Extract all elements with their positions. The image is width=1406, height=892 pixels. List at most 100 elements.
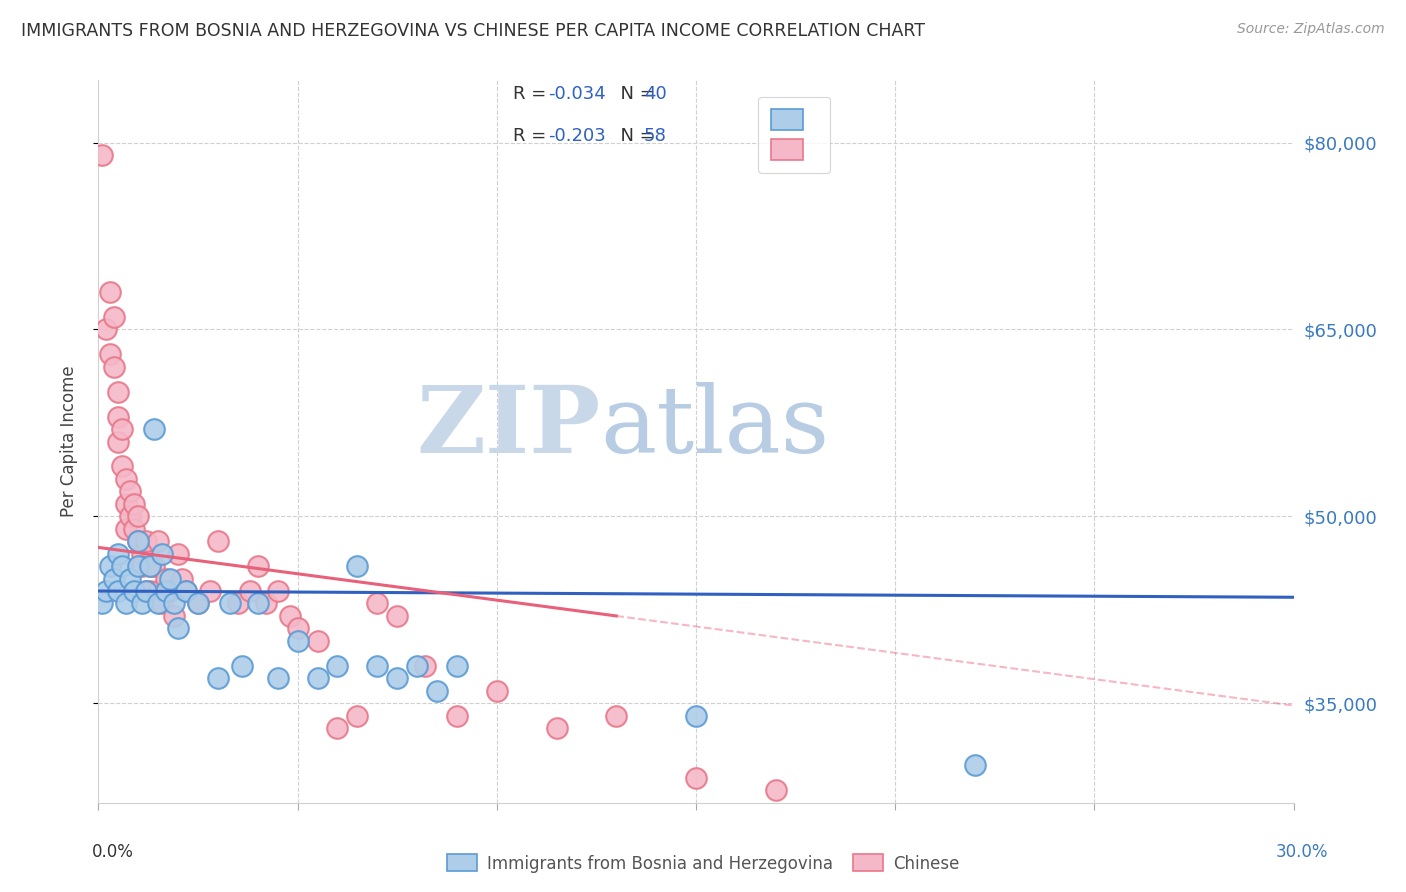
Point xyxy=(96,584,118,599)
Point xyxy=(135,534,157,549)
Point xyxy=(91,148,114,162)
Point xyxy=(115,497,138,511)
Point xyxy=(131,547,153,561)
Text: -0.203: -0.203 xyxy=(548,127,606,145)
Text: ZIP: ZIP xyxy=(416,382,600,472)
Point xyxy=(127,509,149,524)
Text: R =: R = xyxy=(513,85,553,103)
Point xyxy=(198,584,221,599)
Text: IMMIGRANTS FROM BOSNIA AND HERZEGOVINA VS CHINESE PER CAPITA INCOME CORRELATION : IMMIGRANTS FROM BOSNIA AND HERZEGOVINA V… xyxy=(21,22,925,40)
Point xyxy=(287,621,309,635)
Point xyxy=(107,434,129,449)
Point xyxy=(287,633,309,648)
Point xyxy=(148,534,170,549)
Point xyxy=(127,559,149,574)
Point xyxy=(207,671,229,685)
Point xyxy=(406,658,429,673)
Point xyxy=(127,534,149,549)
Point xyxy=(139,584,162,599)
Point xyxy=(765,783,787,797)
Point xyxy=(385,671,409,685)
Text: -0.034: -0.034 xyxy=(548,85,606,103)
Point xyxy=(267,584,290,599)
Point xyxy=(103,310,125,324)
Point xyxy=(155,584,177,599)
Point xyxy=(98,285,122,299)
Point xyxy=(246,597,269,611)
Point xyxy=(346,708,368,723)
Point xyxy=(115,597,138,611)
Point xyxy=(120,509,142,524)
Legend: , : , xyxy=(758,96,831,172)
Point xyxy=(150,597,173,611)
Point xyxy=(426,683,449,698)
Point xyxy=(124,522,146,536)
Point xyxy=(148,584,170,599)
Point xyxy=(346,559,368,574)
Text: atlas: atlas xyxy=(600,382,830,472)
Point xyxy=(307,671,329,685)
Point xyxy=(139,559,162,574)
Point xyxy=(207,534,229,549)
Point xyxy=(131,597,153,611)
Point xyxy=(254,597,277,611)
Point xyxy=(103,359,125,374)
Legend: Immigrants from Bosnia and Herzegovina, Chinese: Immigrants from Bosnia and Herzegovina, … xyxy=(440,847,966,880)
Point xyxy=(111,422,134,436)
Text: N =: N = xyxy=(609,127,661,145)
Point xyxy=(143,422,166,436)
Point xyxy=(120,484,142,499)
Text: 0.0%: 0.0% xyxy=(91,843,134,861)
Point xyxy=(239,584,262,599)
Point xyxy=(139,559,162,574)
Text: 40: 40 xyxy=(644,85,666,103)
Point xyxy=(446,658,468,673)
Point xyxy=(107,409,129,424)
Point xyxy=(111,459,134,474)
Point xyxy=(135,584,157,599)
Point xyxy=(131,559,153,574)
Point xyxy=(107,584,129,599)
Point xyxy=(219,597,242,611)
Point xyxy=(159,572,181,586)
Text: Source: ZipAtlas.com: Source: ZipAtlas.com xyxy=(1237,22,1385,37)
Point xyxy=(127,534,149,549)
Point xyxy=(115,522,138,536)
Point xyxy=(187,597,209,611)
Point xyxy=(685,708,707,723)
Point xyxy=(135,584,157,599)
Point xyxy=(174,584,197,599)
Point xyxy=(685,771,707,785)
Point xyxy=(124,497,146,511)
Point xyxy=(413,658,436,673)
Point xyxy=(187,597,209,611)
Point xyxy=(267,671,290,685)
Point xyxy=(163,609,186,624)
Point xyxy=(98,559,122,574)
Point xyxy=(605,708,627,723)
Text: 58: 58 xyxy=(644,127,666,145)
Point xyxy=(163,597,186,611)
Point xyxy=(167,621,190,635)
Point xyxy=(385,609,409,624)
Point xyxy=(546,721,568,735)
Point xyxy=(107,384,129,399)
Point xyxy=(115,472,138,486)
Point xyxy=(107,547,129,561)
Point xyxy=(278,609,301,624)
Point xyxy=(446,708,468,723)
Point xyxy=(366,658,388,673)
Point xyxy=(167,547,190,561)
Point xyxy=(159,584,181,599)
Point xyxy=(98,347,122,361)
Point xyxy=(143,559,166,574)
Point xyxy=(103,572,125,586)
Point xyxy=(111,559,134,574)
Point xyxy=(91,597,114,611)
Point xyxy=(307,633,329,648)
Point xyxy=(366,597,388,611)
Point xyxy=(120,572,142,586)
Point xyxy=(326,721,349,735)
Text: R =: R = xyxy=(513,127,553,145)
Point xyxy=(148,597,170,611)
